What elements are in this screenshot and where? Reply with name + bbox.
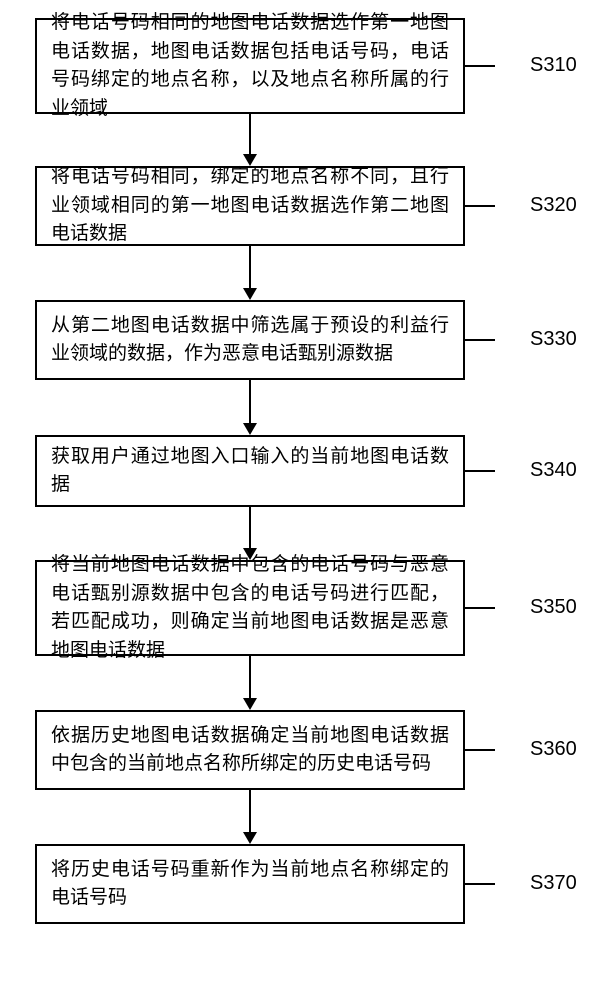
flow-node-text: 将当前地图电话数据中包含的电话号码与恶意电话甄别源数据中包含的电话号码进行匹配，… — [51, 551, 449, 665]
arrow-head-icon — [243, 548, 257, 560]
flow-node-label: S360 — [530, 738, 577, 761]
flow-node-s360: 依据历史地图电话数据确定当前地图电话数据中包含的当前地点名称所绑定的历史电话号码 — [35, 710, 465, 790]
flow-node-s350: 将当前地图电话数据中包含的电话号码与恶意电话甄别源数据中包含的电话号码进行匹配，… — [35, 560, 465, 656]
flow-node-s370: 将历史电话号码重新作为当前地点名称绑定的电话号码 — [35, 844, 465, 924]
flow-node-label: S310 — [530, 54, 577, 77]
flow-node-text: 将电话号码相同，绑定的地点名称不同，且行业领域相同的第一地图电话数据选作第二地图… — [51, 163, 449, 249]
flow-node-s340: 获取用户通过地图入口输入的当前地图电话数据 — [35, 435, 465, 507]
flow-node-s320: 将电话号码相同，绑定的地点名称不同，且行业领域相同的第一地图电话数据选作第二地图… — [35, 166, 465, 246]
flow-node-text: 将历史电话号码重新作为当前地点名称绑定的电话号码 — [51, 856, 449, 913]
flow-node-s310: 将电话号码相同的地图电话数据选作第一地图电话数据，地图电话数据包括电话号码，电话… — [35, 18, 465, 114]
flow-node-label: S340 — [530, 459, 577, 482]
label-connector — [465, 205, 495, 207]
flow-node-s330: 从第二地图电话数据中筛选属于预设的利益行业领域的数据，作为恶意电话甄别源数据 — [35, 300, 465, 380]
label-connector — [465, 607, 495, 609]
flow-edge — [249, 114, 251, 156]
arrow-head-icon — [243, 423, 257, 435]
flow-node-text: 获取用户通过地图入口输入的当前地图电话数据 — [51, 443, 449, 500]
arrow-head-icon — [243, 698, 257, 710]
flow-node-text: 依据历史地图电话数据确定当前地图电话数据中包含的当前地点名称所绑定的历史电话号码 — [51, 722, 449, 779]
arrow-head-icon — [243, 288, 257, 300]
flow-node-text: 将电话号码相同的地图电话数据选作第一地图电话数据，地图电话数据包括电话号码，电话… — [51, 9, 449, 123]
flow-edge — [249, 246, 251, 290]
flow-node-label: S330 — [530, 328, 577, 351]
flow-node-label: S370 — [530, 872, 577, 895]
label-connector — [465, 470, 495, 472]
label-connector — [465, 749, 495, 751]
flow-node-text: 从第二地图电话数据中筛选属于预设的利益行业领域的数据，作为恶意电话甄别源数据 — [51, 312, 449, 369]
arrow-head-icon — [243, 154, 257, 166]
flow-edge — [249, 507, 251, 550]
flow-node-label: S350 — [530, 596, 577, 619]
label-connector — [465, 339, 495, 341]
flow-edge — [249, 656, 251, 700]
arrow-head-icon — [243, 832, 257, 844]
flow-node-label: S320 — [530, 194, 577, 217]
flow-edge — [249, 380, 251, 425]
flow-edge — [249, 790, 251, 834]
label-connector — [465, 65, 495, 67]
label-connector — [465, 883, 495, 885]
